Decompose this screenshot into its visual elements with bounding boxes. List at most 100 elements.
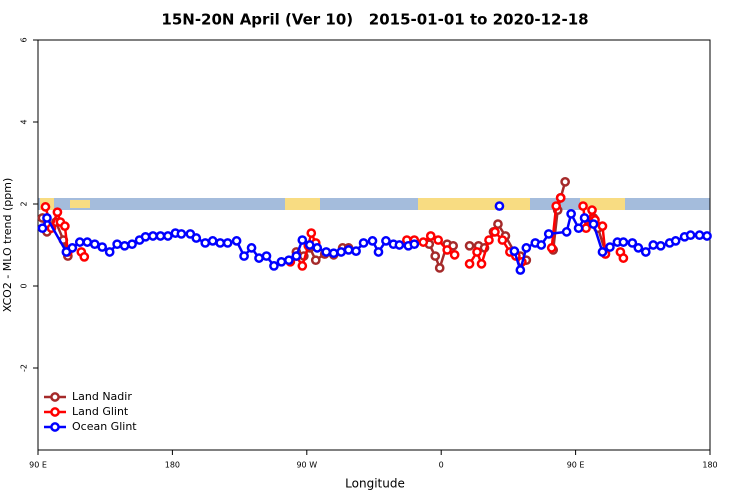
point: [587, 205, 597, 215]
y-tick-label: 4: [20, 119, 29, 124]
point: [222, 238, 233, 248]
point: [40, 202, 51, 212]
point: [97, 242, 108, 252]
point: [207, 236, 218, 246]
point: [119, 240, 130, 251]
point: [191, 233, 202, 243]
point: [597, 247, 608, 257]
point: [312, 243, 323, 253]
point: [655, 240, 666, 251]
point: [561, 227, 572, 237]
point: [310, 255, 321, 266]
point: [493, 219, 503, 229]
legend-label: Ocean Glint: [72, 420, 137, 433]
point: [140, 231, 151, 242]
point: [246, 243, 257, 253]
legend-marker: [50, 422, 60, 432]
point: [351, 246, 361, 256]
point: [648, 240, 659, 250]
point: [60, 221, 70, 231]
point: [640, 247, 651, 257]
point: [304, 240, 315, 250]
point: [269, 261, 279, 271]
point: [425, 231, 436, 241]
point: [551, 201, 562, 211]
point: [521, 243, 532, 253]
point: [336, 247, 346, 257]
point: [702, 231, 712, 241]
point: [434, 263, 445, 273]
point: [79, 252, 90, 262]
x-axis-label: Longitude: [345, 477, 405, 491]
point: [566, 208, 576, 219]
point: [200, 238, 211, 248]
point: [276, 256, 287, 267]
point: [588, 219, 599, 229]
point: [543, 229, 554, 239]
point: [605, 242, 615, 252]
point: [42, 213, 52, 223]
point: [373, 247, 384, 257]
point: [148, 231, 158, 241]
point: [464, 259, 475, 269]
point: [573, 223, 584, 234]
point: [579, 213, 590, 223]
point: [560, 177, 570, 187]
point: [67, 243, 78, 253]
point: [343, 245, 354, 255]
point: [627, 238, 638, 248]
point: [490, 227, 500, 237]
point: [297, 235, 308, 245]
legend-marker: [50, 392, 60, 402]
point: [509, 246, 520, 256]
point: [52, 207, 63, 218]
point: [381, 236, 391, 246]
point: [112, 239, 122, 250]
point: [430, 251, 441, 261]
y-tick-label: -2: [20, 364, 29, 372]
point: [449, 249, 460, 260]
y-tick-label: 6: [20, 37, 29, 42]
point: [284, 255, 294, 266]
point: [239, 251, 249, 261]
point: [484, 235, 494, 245]
point: [367, 236, 378, 246]
x-tick-label: 180: [702, 461, 717, 470]
y-tick-label: 0: [20, 283, 29, 288]
chart-title: 15N-20N April (Ver 10) 2015-01-01 to 202…: [161, 11, 588, 29]
point: [418, 237, 429, 247]
point: [328, 248, 339, 259]
point: [37, 223, 48, 234]
point: [515, 265, 526, 275]
point: [215, 238, 226, 248]
map-strip: [38, 198, 710, 210]
point: [254, 253, 264, 263]
point: [476, 259, 487, 269]
point: [306, 228, 317, 238]
y-tick-label: 2: [20, 201, 29, 206]
point: [555, 193, 566, 203]
x-tick-label: 90 E: [567, 461, 585, 470]
point: [497, 235, 508, 245]
point: [104, 247, 115, 257]
plot-frame: [37, 39, 711, 451]
point: [74, 237, 85, 247]
point: [433, 235, 444, 245]
point: [494, 201, 505, 211]
point: [472, 247, 482, 257]
x-tick-label: 90 E: [29, 461, 47, 470]
point: [82, 237, 93, 247]
legend-marker: [50, 407, 60, 417]
point: [155, 231, 166, 241]
point: [581, 223, 591, 234]
point: [321, 247, 332, 257]
point: [536, 240, 547, 250]
point: [261, 251, 272, 261]
point: [231, 236, 242, 246]
point: [685, 230, 696, 241]
point: [694, 230, 705, 241]
point: [597, 221, 608, 231]
point: [670, 236, 681, 246]
point: [464, 240, 475, 251]
point: [358, 238, 369, 248]
